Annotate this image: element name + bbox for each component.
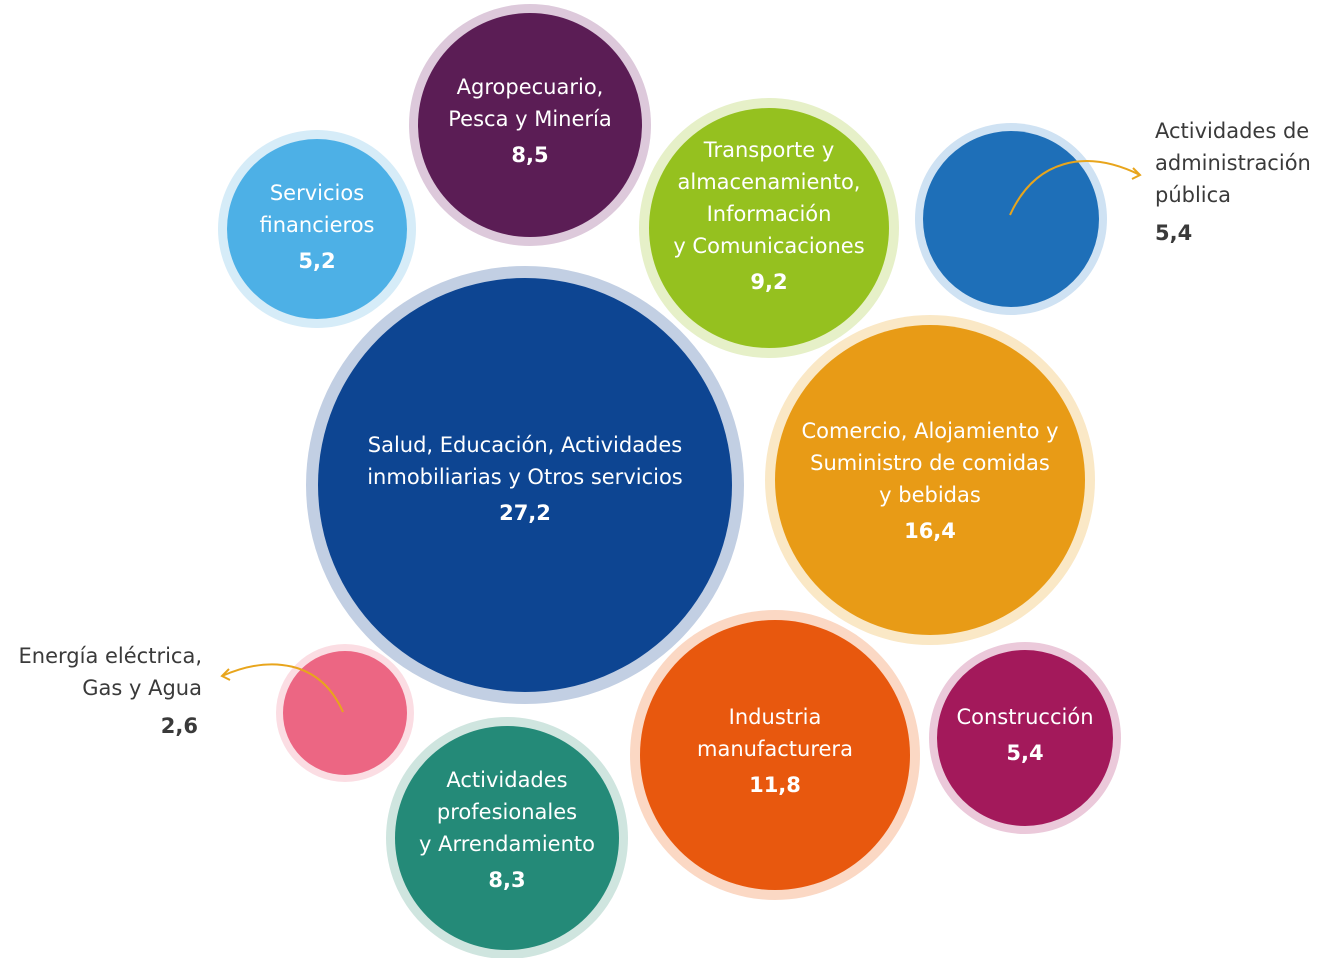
value-energia: 2,6 — [161, 714, 198, 738]
bubble-profesionales — [395, 726, 619, 950]
label-financieros-line-0: Servicios — [270, 181, 364, 205]
label-salud-line-1: inmobiliarias y Otros servicios — [367, 465, 683, 489]
value-agropecuario: 8,5 — [511, 143, 548, 167]
label-transporte-line-1: almacenamiento, — [678, 170, 861, 194]
value-profesionales: 8,3 — [488, 868, 525, 892]
arrows-group — [220, 160, 1142, 713]
label-industria-line-1: manufacturera — [697, 737, 853, 761]
bubble-agropecuario — [418, 13, 642, 237]
value-comercio: 16,4 — [904, 519, 956, 543]
label-comercio-line-1: Suministro de comidas — [810, 451, 1050, 475]
value-construccion: 5,4 — [1006, 741, 1043, 765]
label-profesionales-line-2: y Arrendamiento — [419, 832, 595, 856]
bubble-comercio — [775, 325, 1085, 635]
value-salud: 27,2 — [499, 501, 551, 525]
label-comercio-line-0: Comercio, Alojamiento y — [801, 419, 1058, 443]
value-industria: 11,8 — [749, 773, 801, 797]
label-administracion-line-2: pública — [1155, 183, 1231, 207]
label-profesionales-line-1: profesionales — [437, 800, 577, 824]
label-comercio-line-2: y bebidas — [879, 483, 981, 507]
label-administracion-line-0: Actividades de — [1155, 119, 1309, 143]
label-energia-line-1: Gas y Agua — [82, 676, 202, 700]
label-construccion-line-0: Construcción — [956, 705, 1093, 729]
label-administracion-line-1: administración — [1155, 151, 1311, 175]
callout-arrowhead-energia — [220, 668, 231, 681]
label-transporte-line-2: Información — [707, 202, 832, 226]
label-agropecuario-line-0: Agropecuario, — [457, 75, 604, 99]
bubble-transporte — [649, 108, 889, 348]
callout-arrow-energia — [221, 663, 344, 713]
label-transporte-line-3: y Comunicaciones — [673, 234, 864, 258]
value-transporte: 9,2 — [750, 270, 787, 294]
value-administracion: 5,4 — [1155, 221, 1192, 245]
bubble-energia — [283, 651, 407, 775]
label-transporte-line-0: Transporte y — [703, 138, 835, 162]
label-profesionales-line-0: Actividades — [446, 768, 567, 792]
bubble-industria — [640, 620, 910, 890]
label-agropecuario-line-1: Pesca y Minería — [448, 107, 612, 131]
bubble-financieros — [227, 139, 407, 319]
labels-group: Salud, Educación, Actividades inmobiliari… — [19, 75, 1311, 892]
label-energia-line-0: Energía eléctrica, — [19, 644, 202, 668]
callout-arrowhead-administracion — [1131, 167, 1142, 180]
label-salud-line-0: Salud, Educación, Actividades — [368, 433, 683, 457]
callout-arrow-administracion — [1009, 160, 1141, 216]
label-industria-line-0: Industria — [729, 705, 822, 729]
bubble-construccion — [937, 650, 1113, 826]
value-financieros: 5,2 — [298, 249, 335, 273]
bubbles-group — [218, 4, 1121, 958]
bubble-salud — [318, 278, 732, 692]
bubble-administracion — [923, 131, 1099, 307]
label-financieros-line-1: financieros — [260, 213, 375, 237]
